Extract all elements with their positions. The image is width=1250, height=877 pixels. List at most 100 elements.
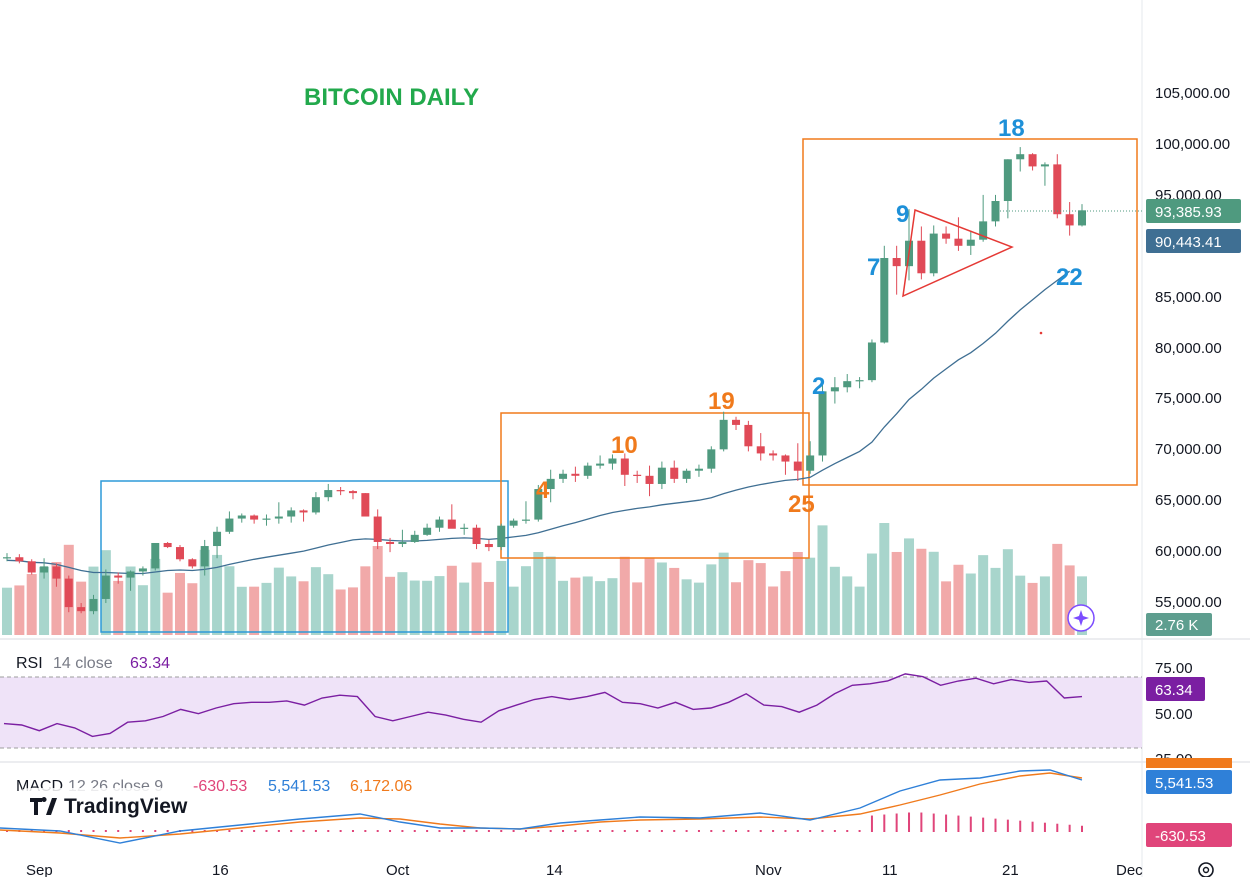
candle [1040,162,1049,186]
candle [410,530,419,543]
candle [27,559,36,575]
ai-assist-button[interactable] [1067,604,1095,632]
candle [3,553,11,562]
marker-dot [1039,331,1043,335]
candle [583,462,592,479]
candle [843,374,852,393]
volume-bar [904,538,915,635]
settings-gear-button[interactable] [1198,862,1214,877]
time-tick: 11 [882,862,898,877]
candle [867,339,876,383]
candle [966,230,975,255]
rsi-params: 14 close [53,655,113,672]
volume-bar [928,551,939,635]
macd-hist-bar [710,830,713,832]
macd-value: 5,541.53 [1155,775,1213,792]
macd-hist-bar [648,830,651,832]
candle [620,453,629,486]
label-4: 4 [536,477,550,504]
macd-hist-bar [796,830,799,832]
macd-hist-bar [80,830,83,832]
candle [596,455,605,469]
label-19: 19 [708,388,735,415]
volume-bar [953,564,964,635]
macd-hist-bar [524,830,527,832]
time-tick: 16 [212,862,229,877]
label-10: 10 [611,432,638,459]
chart-title: BITCOIN DAILY [304,84,479,111]
volume-bar [212,554,223,635]
volume-bar [150,558,161,635]
macd-hist-bar [883,814,886,832]
macd-hist-bar [549,830,552,832]
macd-hist-bar [636,830,639,832]
macd-hist-bar [969,816,972,832]
candle [89,594,98,615]
volume-bar [978,555,989,635]
macd-hist-bar [154,830,157,832]
macd-hist-bar [685,830,688,832]
volume-bar [731,582,742,635]
candle [52,563,61,587]
macd-hist-bar [438,830,441,832]
macd-hist-bar [401,830,404,832]
macd-hist-bar [821,830,824,832]
tradingview-logo-icon [30,797,57,815]
candle [398,529,407,548]
macd-hist-bar [1043,822,1046,832]
volume-bar [1052,543,1063,635]
candle [633,470,642,483]
macd-hist-bar [253,830,256,832]
macd-hist-bar [500,830,503,832]
candle [373,509,382,550]
macd-hist-bar [562,830,565,832]
label-2: 2 [812,373,825,400]
price-tick: 65,000.00 [1155,492,1222,509]
candle [64,575,73,613]
annotation-labels: 18 9 7 2 22 19 10 4 25 [536,115,1083,518]
volume-bar [755,563,766,635]
macd-hist-bar [327,830,330,832]
candle [521,501,530,524]
macd-hist-bar [1006,819,1009,832]
candle [559,469,568,483]
candle [1078,204,1086,227]
candle [892,245,901,295]
candle [744,420,753,452]
macd-hist-bar [302,830,305,832]
macd-hist-bar [475,830,478,832]
hist-value: -630.53 [1155,828,1206,845]
candle [460,523,469,535]
macd-hist-bar [339,830,342,832]
macd-hist-bar [413,830,416,832]
candle [818,382,827,462]
macd-hist-bar [389,830,392,832]
macd-hist-bar [450,830,453,832]
candle [571,466,580,482]
signal-value-badge [1146,758,1232,768]
volume-bar [558,580,569,635]
candle [175,545,184,562]
macd-hist-bar [351,830,354,832]
macd-hist-bar [537,830,540,832]
volume-bar [249,586,260,635]
price-axis: 105,000.00 100,000.00 95,000.00 85,000.0… [1155,85,1230,611]
ema-line [6,270,1070,575]
candle [1053,154,1062,219]
volume-bar [310,567,321,635]
macd-hist-bar [166,830,169,832]
macd-hist-bar [487,830,490,832]
volume-bar [817,525,828,635]
volume-bar [1039,576,1050,635]
candle [472,524,481,550]
volume-bar [459,582,470,635]
macd-hist-bar [1056,823,1059,832]
volume-bar [273,567,284,635]
volume-bar [1002,549,1013,635]
macd-hist-bar [611,830,614,832]
volume-bar [422,580,433,635]
time-tick: 21 [1002,862,1019,877]
volume-bar [743,560,754,635]
tradingview-wordmark: TradingView [64,795,188,818]
